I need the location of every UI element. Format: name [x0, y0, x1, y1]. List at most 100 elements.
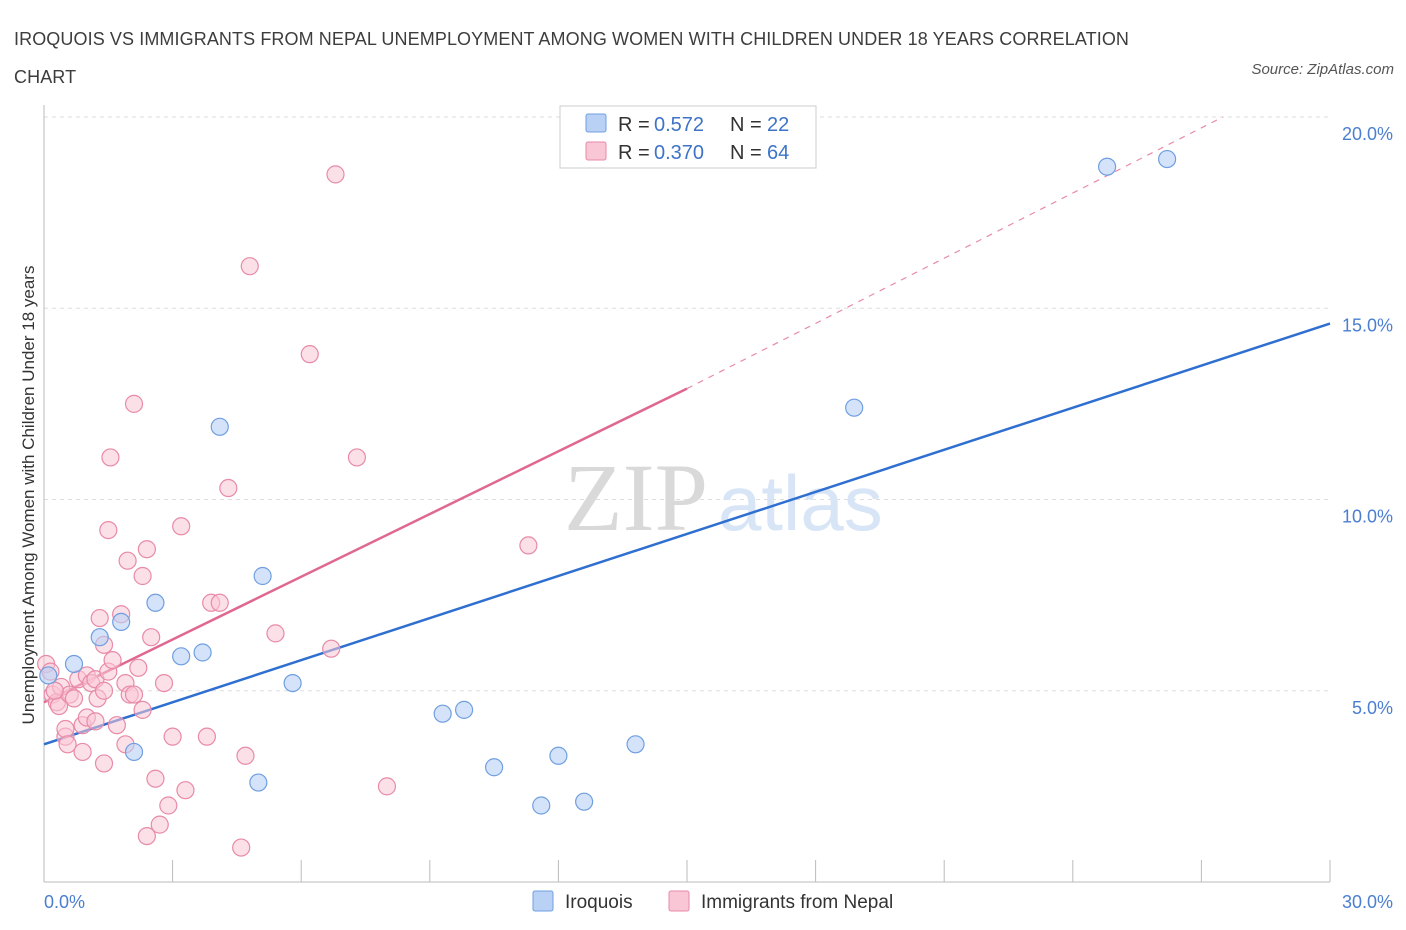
x-tick-label: 30.0% — [1342, 892, 1393, 912]
nepal-point — [232, 838, 251, 857]
legend-n-label-nepal: N = — [730, 142, 762, 164]
watermark: ZIP atlas — [564, 444, 883, 551]
x-tick-label: 0.0% — [44, 892, 85, 912]
iroquois-point — [485, 758, 504, 777]
nepal-point — [103, 651, 122, 670]
nepal-point — [519, 536, 538, 555]
iroquois-point — [112, 612, 131, 632]
iroquois-point — [90, 628, 109, 647]
nepal-point — [45, 681, 64, 700]
nepal-point — [58, 735, 77, 754]
nepal-points — [37, 165, 538, 857]
nepal-point — [197, 727, 216, 746]
stats-legend: R = 0.572 N = 22 R = 0.370 N = 64 — [559, 105, 817, 169]
nepal-point — [159, 796, 178, 815]
nepal-point — [94, 681, 114, 700]
nepal-point — [101, 448, 120, 467]
nepal-trend-line — [43, 387, 688, 704]
series-legend-label-nepal: Immigrants from Nepal — [701, 892, 893, 913]
nepal-point — [137, 540, 156, 559]
iroquois-point — [626, 735, 645, 754]
legend-r-label-nepal: R = — [618, 142, 650, 164]
nepal-point — [133, 566, 152, 586]
nepal-point — [129, 658, 148, 677]
legend-r-label-iroquois: R = — [618, 114, 650, 136]
y-tick-label: 15.0% — [1342, 315, 1393, 335]
iroquois-point — [283, 673, 302, 693]
grid-lines — [44, 116, 1330, 692]
nepal-point — [236, 746, 255, 765]
y-axis-label: Unemployment Among Women with Children U… — [19, 266, 38, 725]
iroquois-points — [39, 149, 1177, 815]
series-legend-label-iroquois: Iroquois — [565, 892, 633, 913]
nepal-point — [146, 769, 165, 788]
legend-r-value-iroquois: 0.572 — [654, 114, 704, 136]
nepal-point — [210, 593, 229, 612]
nepal-point — [326, 165, 345, 184]
legend-swatch-iroquois — [585, 113, 607, 133]
nepal-point — [64, 689, 84, 708]
trend-lines — [43, 116, 1331, 746]
iroquois-point — [39, 666, 58, 685]
nepal-point — [163, 727, 182, 746]
iroquois-point — [433, 704, 452, 723]
nepal-point — [377, 777, 397, 796]
nepal-point — [142, 628, 161, 647]
iroquois-point — [575, 792, 594, 811]
tick-labels: 5.0% 10.0% 15.0% 20.0% 0.0% 30.0% — [44, 124, 1393, 912]
nepal-point — [94, 754, 114, 773]
nepal-point — [124, 685, 144, 704]
nepal-point — [176, 781, 195, 800]
iroquois-point — [845, 398, 864, 417]
series-legend-swatch-iroquois — [532, 890, 554, 912]
iroquois-point — [1158, 149, 1177, 169]
nepal-point — [133, 700, 152, 719]
nepal-point — [347, 448, 367, 467]
nepal-point — [219, 478, 238, 498]
nepal-point — [118, 551, 137, 570]
nepal-point — [99, 520, 118, 540]
legend-r-value-nepal: 0.370 — [654, 142, 704, 164]
iroquois-point — [193, 643, 212, 662]
iroquois-point — [532, 796, 551, 815]
iroquois-point — [172, 647, 191, 666]
nepal-point — [154, 673, 174, 693]
legend-n-value-iroquois: 22 — [767, 114, 789, 136]
nepal-point — [137, 826, 156, 846]
iroquois-point — [454, 700, 474, 719]
axes — [43, 105, 1331, 883]
iroquois-point — [549, 746, 568, 765]
nepal-point — [90, 608, 109, 628]
nepal-point — [300, 345, 319, 364]
watermark-zip: ZIP — [564, 444, 708, 551]
iroquois-point — [210, 417, 229, 436]
nepal-point — [86, 712, 105, 731]
nepal-point — [266, 624, 285, 643]
iroquois-point — [253, 566, 272, 586]
nepal-point — [240, 257, 259, 276]
iroquois-point — [1097, 157, 1117, 176]
iroquois-point — [64, 654, 84, 674]
y-tick-label: 10.0% — [1342, 507, 1393, 527]
nepal-point — [56, 719, 75, 739]
series-legend-swatch-nepal — [668, 890, 690, 912]
iroquois-point — [124, 742, 144, 762]
nepal-point — [150, 815, 169, 834]
y-tick-label: 5.0% — [1352, 698, 1393, 718]
iroquois-point — [146, 593, 165, 612]
legend-n-value-nepal: 64 — [767, 142, 789, 164]
nepal-point — [172, 517, 191, 536]
nepal-trend-extension — [686, 116, 1224, 390]
series-legend: Iroquois Immigrants from Nepal — [532, 890, 893, 913]
watermark-atlas: atlas — [718, 459, 883, 547]
iroquois-trend-line — [43, 322, 1331, 746]
iroquois-point — [249, 773, 268, 792]
chart-title: IROQUOIS VS IMMIGRANTS FROM NEPAL UNEMPL… — [14, 29, 1130, 87]
nepal-point — [107, 716, 126, 735]
legend-swatch-nepal — [585, 141, 607, 161]
source-label: Source: ZipAtlas.com — [1251, 61, 1394, 78]
nepal-point — [124, 394, 144, 413]
y-tick-label: 20.0% — [1342, 124, 1393, 144]
nepal-point — [322, 639, 341, 658]
